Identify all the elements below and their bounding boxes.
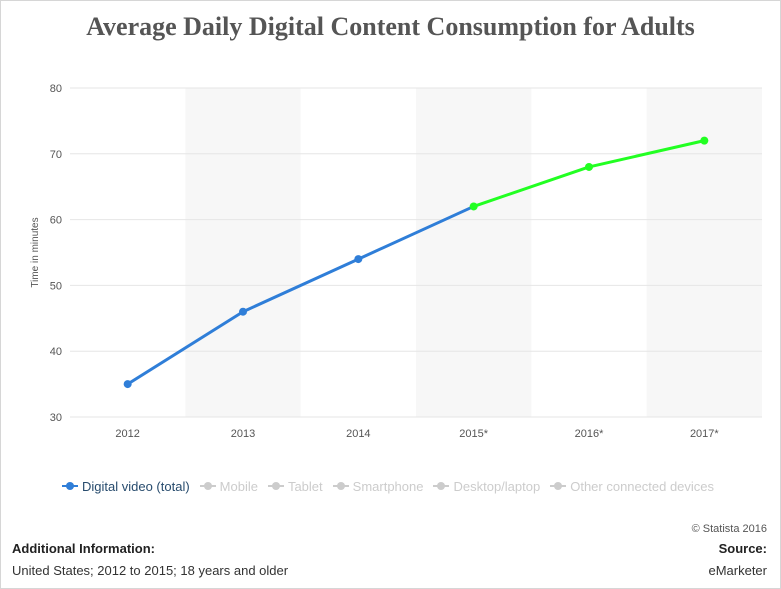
- legend-marker-icon: [433, 481, 450, 491]
- legend-marker-icon: [332, 481, 349, 491]
- data-point: [354, 255, 363, 264]
- plot-band: [185, 88, 301, 417]
- data-point: [469, 202, 478, 211]
- y-tick-label: 70: [50, 149, 62, 161]
- y-tick-label: 50: [50, 280, 62, 292]
- y-tick-label: 60: [50, 215, 62, 227]
- copyright-text: © Statista 2016: [691, 523, 767, 535]
- legend-marker-icon: [62, 481, 78, 491]
- legend-item[interactable]: Tablet: [267, 478, 323, 494]
- legend-item[interactable]: Desktop/laptop: [433, 479, 540, 494]
- y-tick-label: 30: [50, 412, 62, 424]
- chart-title: Average Daily Digital Content Consumptio…: [86, 12, 695, 41]
- legend-label: Mobile: [219, 478, 258, 494]
- line-chart: 30 40 50 60 70 80 2012 2013 2014 2015* 2016* 2017* T…: [30, 83, 762, 440]
- additional-info-text: United States; 2012 to 2015; 18 years an…: [12, 563, 289, 578]
- x-tick-label: 2014: [346, 428, 370, 440]
- chart-legend: Digital video (total) Mobile Tablet Smartph…: [62, 478, 724, 494]
- plot-band: [416, 88, 532, 417]
- data-point: [239, 307, 247, 316]
- source-title: Source:: [718, 541, 767, 556]
- x-tick-label: 2013: [231, 428, 255, 440]
- legend-marker-icon: [550, 481, 567, 491]
- legend-label: Digital video (total): [82, 478, 190, 494]
- data-point: [585, 162, 593, 171]
- legend-item[interactable]: Smartphone: [332, 478, 424, 494]
- x-tick-label: 2017*: [690, 428, 719, 440]
- legend-label: Other connected devices: [570, 478, 715, 494]
- legend-label: Desktop/laptop: [453, 478, 541, 494]
- x-tick-label: 2015*: [459, 428, 488, 440]
- legend-item[interactable]: Mobile: [199, 478, 258, 494]
- legend-label: Tablet: [287, 478, 323, 494]
- x-tick-label: 2016*: [575, 428, 604, 440]
- legend-marker-icon: [199, 481, 216, 491]
- y-tick-label: 40: [50, 346, 62, 358]
- y-axis-label: Time in minutes: [30, 217, 41, 287]
- legend-item[interactable]: Digital video (total): [62, 479, 190, 494]
- series-line-actual: [126, 204, 476, 386]
- legend-marker-icon: [267, 481, 284, 491]
- legend-item[interactable]: Other connected devices: [550, 479, 714, 494]
- additional-info-title: Additional Information:: [12, 541, 155, 556]
- data-point: [123, 380, 132, 389]
- data-point: [700, 136, 709, 145]
- legend-label: Smartphone: [352, 478, 424, 494]
- y-tick-label: 80: [50, 83, 62, 95]
- source-text: eMarketer: [708, 563, 767, 578]
- x-tick-label: 2012: [115, 428, 139, 440]
